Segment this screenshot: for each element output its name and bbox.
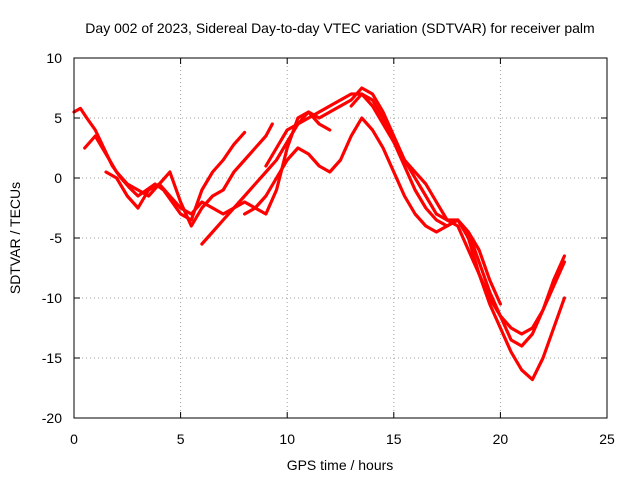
y-tick-label: -20 [42, 410, 62, 426]
plot-frame [73, 57, 608, 419]
x-tick-label: 20 [493, 431, 509, 447]
chart-title: Day 002 of 2023, Sidereal Day-to-day VTE… [85, 20, 594, 36]
x-axis-tick-labels: 0 5 10 15 20 25 [70, 431, 615, 447]
x-axis-label: GPS time / hours [287, 457, 394, 473]
x-tick-label: 5 [177, 431, 185, 447]
x-tick-label: 15 [386, 431, 402, 447]
y-axis-label: SDTVAR / TECUs [7, 182, 23, 294]
y-tick-label: 0 [54, 170, 62, 186]
series-line-track-7 [349, 92, 502, 306]
y-tick-label: -5 [50, 230, 63, 246]
y-tick-label: 5 [54, 110, 62, 126]
plot-series [72, 86, 567, 382]
y-tick-label: 10 [46, 50, 62, 66]
series-line-track-6 [264, 86, 567, 348]
x-tick-label: 0 [70, 431, 78, 447]
series-line-track-4 [200, 92, 567, 336]
x-tick-label: 25 [599, 431, 615, 447]
grid [74, 58, 607, 418]
axis-ticks [73, 57, 608, 419]
y-tick-label: -10 [42, 290, 62, 306]
y-axis-tick-labels: -20 -15 -10 -5 0 5 10 [42, 50, 62, 426]
y-tick-label: -15 [42, 350, 62, 366]
series-line-track-2 [83, 122, 274, 228]
series-line-track-1 [72, 106, 247, 222]
x-tick-label: 10 [279, 431, 295, 447]
series-line-track-5 [243, 116, 567, 382]
